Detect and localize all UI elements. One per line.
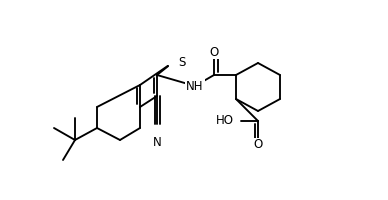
Text: HO: HO <box>216 114 234 128</box>
Text: N: N <box>152 136 161 149</box>
Text: S: S <box>178 56 185 70</box>
Text: NH: NH <box>186 79 204 92</box>
Text: O: O <box>253 138 263 152</box>
Text: O: O <box>210 46 218 58</box>
